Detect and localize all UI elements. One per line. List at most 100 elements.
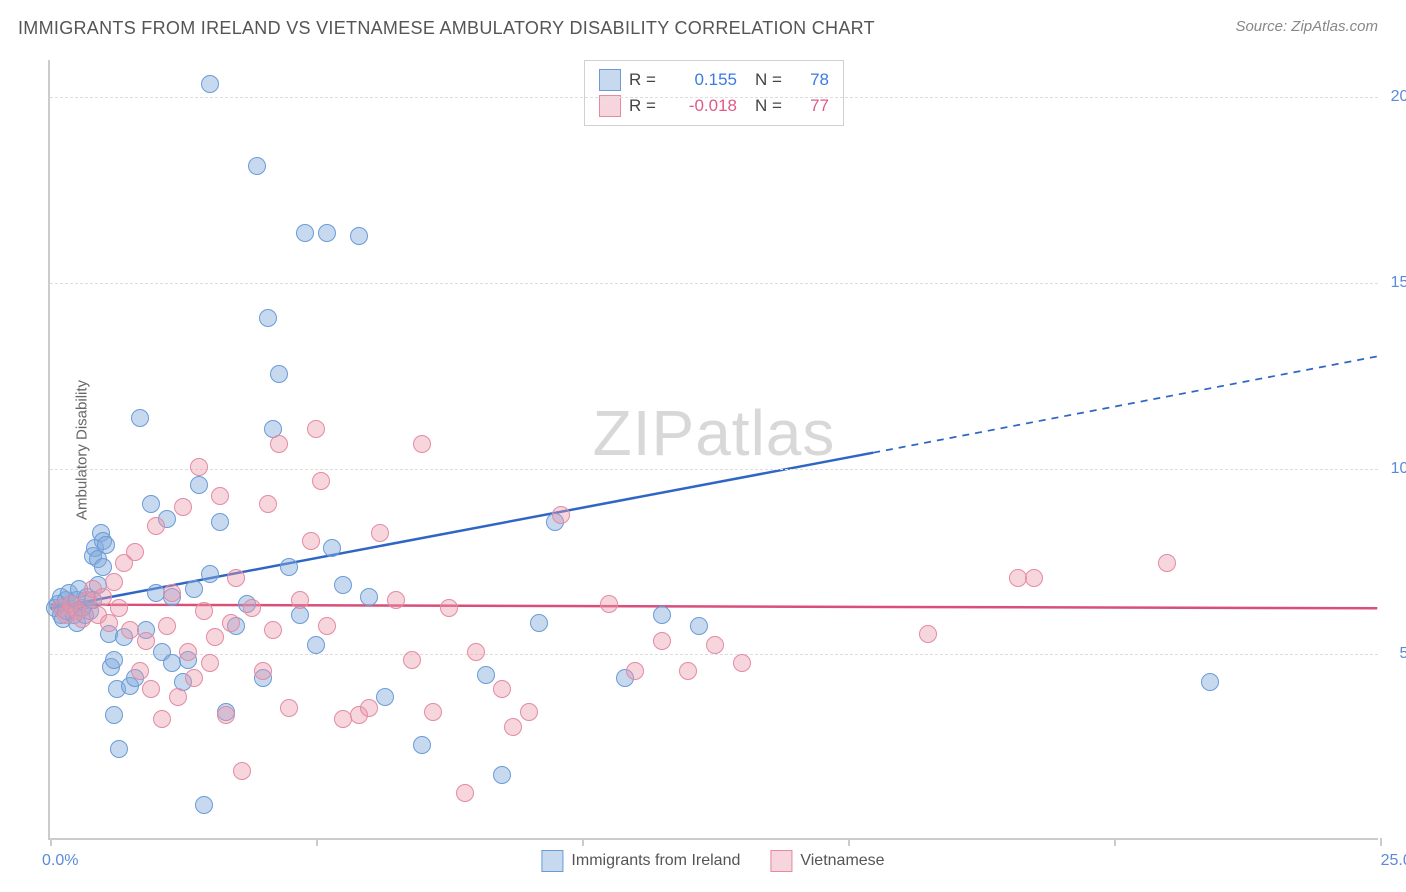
x-tick bbox=[582, 838, 584, 846]
data-point bbox=[121, 621, 139, 639]
data-point bbox=[334, 576, 352, 594]
data-point bbox=[270, 365, 288, 383]
data-point bbox=[126, 543, 144, 561]
n-value: 78 bbox=[793, 70, 829, 90]
series-legend: Immigrants from Ireland Vietnamese bbox=[541, 850, 884, 872]
data-point bbox=[690, 617, 708, 635]
x-tick bbox=[316, 838, 318, 846]
data-point bbox=[185, 669, 203, 687]
data-point bbox=[142, 495, 160, 513]
data-point bbox=[600, 595, 618, 613]
data-point bbox=[211, 487, 229, 505]
data-point bbox=[312, 472, 330, 490]
data-point bbox=[105, 573, 123, 591]
trendline-dashed bbox=[873, 356, 1377, 452]
data-point bbox=[137, 632, 155, 650]
series-swatch bbox=[599, 69, 621, 91]
plot-area: ZIPatlas R =0.155N =78R =-0.018N =77 5.0… bbox=[48, 60, 1378, 840]
data-point bbox=[467, 643, 485, 661]
data-point bbox=[131, 662, 149, 680]
data-point bbox=[270, 435, 288, 453]
data-point bbox=[190, 476, 208, 494]
data-point bbox=[520, 703, 538, 721]
series-legend-label: Immigrants from Ireland bbox=[571, 852, 740, 870]
data-point bbox=[413, 736, 431, 754]
x-tick bbox=[1114, 838, 1116, 846]
chart-title: IMMIGRANTS FROM IRELAND VS VIETNAMESE AM… bbox=[18, 18, 875, 39]
data-point bbox=[493, 766, 511, 784]
data-point bbox=[307, 420, 325, 438]
data-point bbox=[222, 614, 240, 632]
correlation-row: R =0.155N =78 bbox=[599, 67, 829, 93]
series-legend-label: Vietnamese bbox=[800, 852, 884, 870]
source-label: Source: ZipAtlas.com bbox=[1235, 18, 1378, 35]
data-point bbox=[131, 409, 149, 427]
x-max-label: 25.0% bbox=[1381, 852, 1406, 870]
data-point bbox=[318, 224, 336, 242]
data-point bbox=[233, 762, 251, 780]
data-point bbox=[552, 506, 570, 524]
correlation-legend: R =0.155N =78R =-0.018N =77 bbox=[584, 60, 844, 126]
y-tick-label: 20.0% bbox=[1391, 88, 1406, 106]
gridline bbox=[50, 97, 1378, 98]
data-point bbox=[1201, 673, 1219, 691]
data-point bbox=[259, 309, 277, 327]
data-point bbox=[259, 495, 277, 513]
data-point bbox=[105, 651, 123, 669]
data-point bbox=[323, 539, 341, 557]
r-value: -0.018 bbox=[667, 96, 737, 116]
data-point bbox=[163, 584, 181, 602]
series-swatch bbox=[599, 95, 621, 117]
data-point bbox=[97, 536, 115, 554]
series-legend-item: Immigrants from Ireland bbox=[541, 850, 740, 872]
data-point bbox=[206, 628, 224, 646]
data-point bbox=[179, 643, 197, 661]
data-point bbox=[105, 706, 123, 724]
x-origin-label: 0.0% bbox=[42, 852, 78, 870]
x-tick bbox=[848, 838, 850, 846]
watermark-zip: ZIP bbox=[593, 397, 696, 469]
data-point bbox=[291, 591, 309, 609]
data-point bbox=[653, 606, 671, 624]
data-point bbox=[94, 588, 112, 606]
data-point bbox=[350, 227, 368, 245]
data-point bbox=[201, 654, 219, 672]
data-point bbox=[100, 614, 118, 632]
data-point bbox=[360, 699, 378, 717]
r-label: R = bbox=[629, 70, 659, 90]
data-point bbox=[530, 614, 548, 632]
data-point bbox=[201, 75, 219, 93]
data-point bbox=[195, 602, 213, 620]
data-point bbox=[1025, 569, 1043, 587]
data-point bbox=[169, 688, 187, 706]
trendlines-svg bbox=[50, 60, 1378, 838]
data-point bbox=[190, 458, 208, 476]
data-point bbox=[227, 569, 245, 587]
data-point bbox=[280, 558, 298, 576]
data-point bbox=[296, 224, 314, 242]
data-point bbox=[201, 565, 219, 583]
data-point bbox=[1158, 554, 1176, 572]
n-label: N = bbox=[755, 70, 785, 90]
data-point bbox=[477, 666, 495, 684]
data-point bbox=[243, 599, 261, 617]
gridline bbox=[50, 283, 1378, 284]
data-point bbox=[142, 680, 160, 698]
data-point bbox=[360, 588, 378, 606]
y-tick-label: 15.0% bbox=[1391, 274, 1406, 292]
data-point bbox=[371, 524, 389, 542]
x-tick bbox=[1380, 838, 1382, 846]
n-value: 77 bbox=[793, 96, 829, 116]
data-point bbox=[733, 654, 751, 672]
data-point bbox=[248, 157, 266, 175]
x-tick bbox=[50, 838, 52, 846]
y-tick-label: 10.0% bbox=[1391, 460, 1406, 478]
gridline bbox=[50, 469, 1378, 470]
series-swatch bbox=[770, 850, 792, 872]
gridline bbox=[50, 654, 1378, 655]
data-point bbox=[626, 662, 644, 680]
data-point bbox=[318, 617, 336, 635]
data-point bbox=[919, 625, 937, 643]
data-point bbox=[376, 688, 394, 706]
data-point bbox=[217, 706, 235, 724]
